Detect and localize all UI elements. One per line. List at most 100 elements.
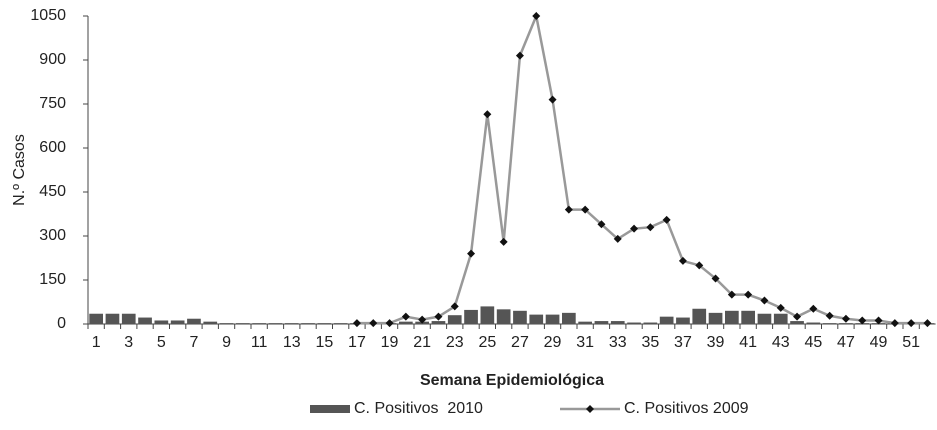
x-tick-label: 29 bbox=[544, 334, 562, 351]
x-tick-label: 27 bbox=[511, 334, 529, 351]
bar bbox=[284, 323, 299, 324]
marker bbox=[613, 234, 622, 243]
legend-marker bbox=[586, 405, 594, 413]
bar bbox=[496, 309, 511, 324]
marker bbox=[450, 302, 459, 311]
bar bbox=[692, 308, 707, 324]
x-tick-label: 45 bbox=[804, 334, 822, 351]
marker bbox=[515, 51, 524, 60]
x-tick-label: 41 bbox=[739, 334, 757, 351]
x-tick-label: 13 bbox=[283, 334, 301, 351]
marker bbox=[581, 205, 590, 214]
marker bbox=[874, 316, 883, 325]
y-axis-title: N.º Casos bbox=[11, 134, 28, 206]
bar bbox=[513, 310, 527, 324]
marker bbox=[369, 319, 378, 328]
marker bbox=[646, 223, 655, 232]
bar bbox=[333, 323, 348, 324]
bar bbox=[447, 315, 462, 324]
bar bbox=[236, 323, 250, 324]
bar bbox=[252, 323, 266, 324]
x-tick-label: 25 bbox=[478, 334, 496, 351]
bar bbox=[464, 309, 478, 324]
x-tick-label: 31 bbox=[576, 334, 594, 351]
marker bbox=[890, 319, 899, 328]
marker bbox=[352, 319, 361, 328]
bar bbox=[627, 322, 641, 324]
x-tick-label: 35 bbox=[641, 334, 659, 351]
y-tick-label: 300 bbox=[39, 227, 66, 244]
marker bbox=[809, 304, 818, 313]
bar bbox=[187, 318, 201, 324]
bar bbox=[268, 323, 283, 324]
marker bbox=[825, 311, 834, 320]
x-tick-label: 49 bbox=[870, 334, 888, 351]
marker bbox=[597, 220, 606, 229]
x-tick-label: 23 bbox=[446, 334, 464, 351]
x-tick-label: 47 bbox=[837, 334, 855, 351]
bar bbox=[839, 323, 853, 324]
marker bbox=[793, 312, 802, 321]
bar bbox=[757, 313, 772, 324]
bar bbox=[610, 321, 625, 324]
marker bbox=[548, 95, 557, 104]
bar bbox=[725, 310, 739, 324]
marker bbox=[418, 315, 427, 324]
bar bbox=[594, 321, 609, 324]
x-tick-label: 15 bbox=[315, 334, 333, 351]
marker bbox=[483, 110, 492, 119]
marker bbox=[760, 296, 769, 305]
x-tick-label: 9 bbox=[222, 334, 231, 351]
y-tick-label: 1050 bbox=[30, 7, 66, 24]
bar bbox=[676, 317, 690, 324]
bar bbox=[529, 314, 544, 324]
marker bbox=[662, 215, 671, 224]
marker bbox=[727, 290, 736, 299]
bar bbox=[431, 321, 446, 324]
bar bbox=[399, 321, 413, 324]
y-tick-label: 0 bbox=[57, 315, 66, 332]
bar bbox=[138, 317, 152, 324]
bar bbox=[545, 314, 560, 324]
legend-swatch bbox=[310, 405, 350, 413]
marker bbox=[776, 303, 785, 312]
marker bbox=[401, 312, 410, 321]
marker bbox=[499, 237, 508, 246]
x-tick-label: 7 bbox=[189, 334, 198, 351]
legend-label: C. Positivos 2009 bbox=[624, 400, 749, 417]
bar bbox=[121, 313, 136, 324]
x-tick-label: 39 bbox=[707, 334, 725, 351]
bar bbox=[790, 321, 804, 324]
marker bbox=[744, 290, 753, 299]
x-tick-label: 5 bbox=[157, 334, 166, 351]
x-tick-label: 11 bbox=[251, 334, 268, 351]
x-tick-label: 1 bbox=[92, 334, 101, 351]
marker bbox=[385, 319, 394, 328]
marker bbox=[630, 224, 639, 233]
bar bbox=[659, 316, 674, 324]
marker bbox=[695, 261, 704, 270]
x-tick-label: 33 bbox=[609, 334, 627, 351]
bar bbox=[643, 322, 658, 324]
x-tick-label: 51 bbox=[902, 334, 920, 351]
bar bbox=[578, 321, 592, 324]
bar bbox=[105, 313, 120, 324]
bar bbox=[219, 323, 234, 324]
bar bbox=[822, 323, 837, 324]
marker bbox=[532, 12, 541, 20]
marker bbox=[907, 319, 916, 328]
bar bbox=[203, 321, 218, 324]
x-tick-label: 21 bbox=[413, 334, 431, 351]
y-tick-label: 750 bbox=[39, 95, 66, 112]
legend-label: C. Positivos 2010 bbox=[354, 400, 483, 417]
marker bbox=[678, 256, 687, 265]
x-tick-label: 17 bbox=[348, 334, 366, 351]
marker bbox=[923, 319, 932, 328]
y-tick-label: 150 bbox=[39, 271, 66, 288]
marker bbox=[711, 274, 720, 283]
bar bbox=[773, 313, 788, 324]
marker bbox=[467, 249, 476, 258]
x-tick-label: 43 bbox=[772, 334, 790, 351]
bar bbox=[562, 312, 576, 324]
